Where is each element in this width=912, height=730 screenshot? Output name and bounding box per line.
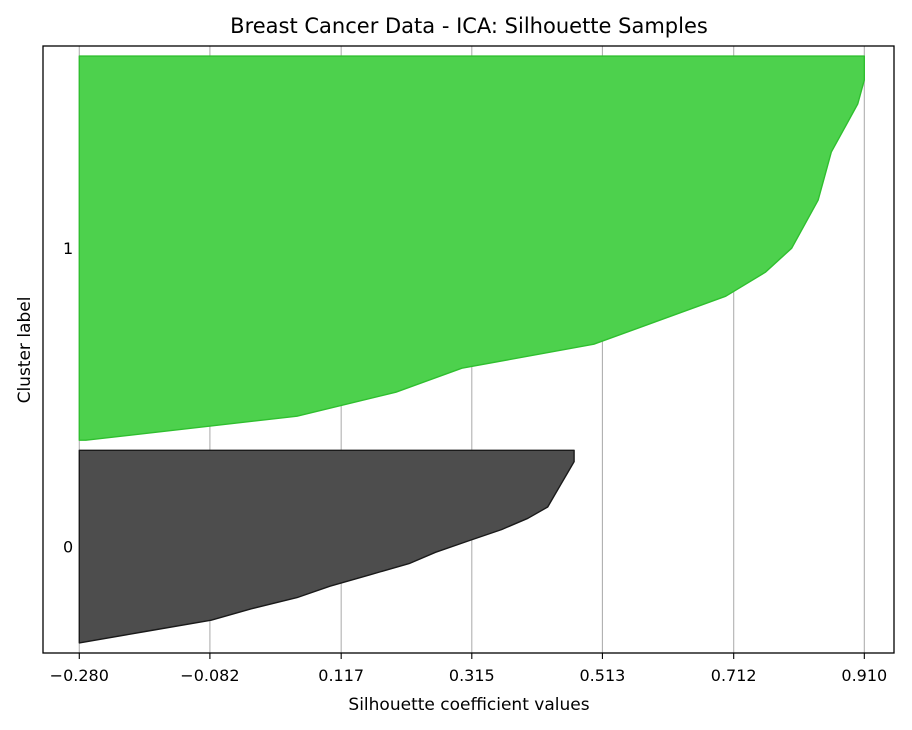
x-axis-label: Silhouette coefficient values [348, 695, 589, 715]
x-tick-label: −0.280 [50, 666, 109, 685]
x-tick-label: 0.117 [318, 666, 364, 685]
chart-title: Breast Cancer Data - ICA: Silhouette Sam… [230, 14, 708, 38]
x-axis-ticks: −0.280 −0.082 0.117 0.315 0.513 0.712 0.910 [50, 653, 887, 685]
x-tick-label: 0.712 [711, 666, 757, 685]
silhouette-areas [78, 55, 865, 644]
x-tick-label: −0.082 [180, 666, 239, 685]
x-tick-label: 0.315 [449, 666, 495, 685]
x-tick-label: 0.910 [841, 666, 887, 685]
y-axis-label: Cluster label [15, 297, 35, 404]
silhouette-area-cluster-0 [78, 449, 575, 644]
cluster-labels: 01 [63, 239, 73, 556]
plot-frame [42, 45, 895, 654]
silhouette-area-cluster-1 [78, 55, 865, 441]
x-tick-label: 0.513 [580, 666, 626, 685]
cluster-label-0: 0 [63, 538, 73, 557]
cluster-label-1: 1 [63, 239, 73, 258]
